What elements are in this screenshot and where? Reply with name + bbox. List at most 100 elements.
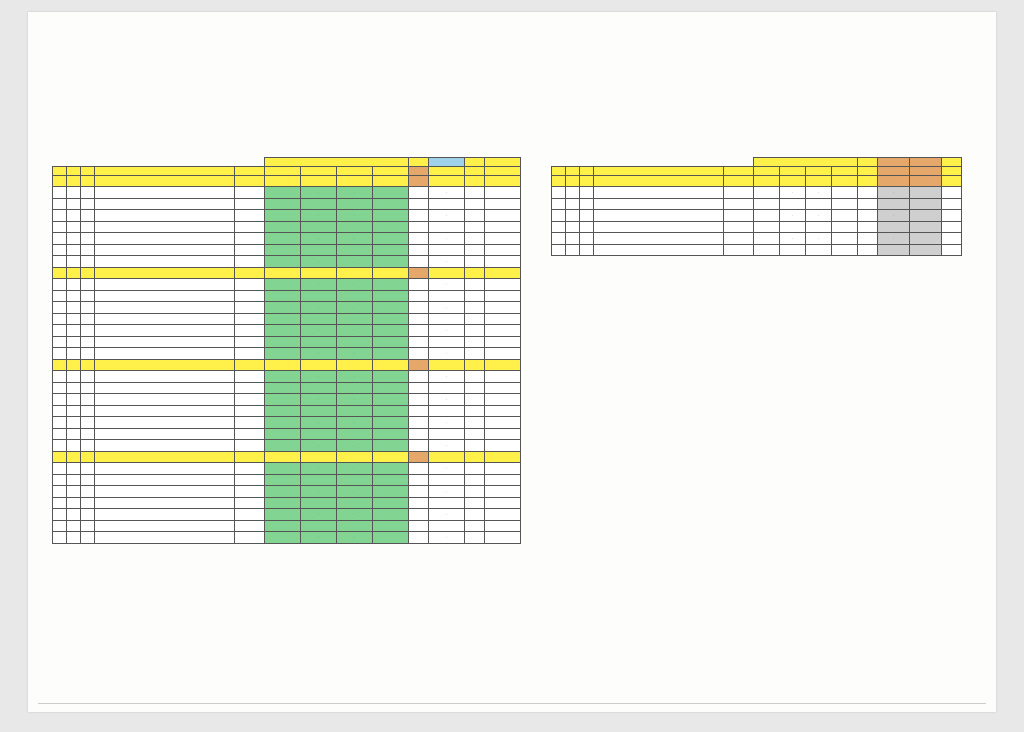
header-span [858,158,878,167]
table-cell [95,475,235,486]
table-cell [373,486,409,498]
table-cell [552,187,566,199]
table-cell [265,233,301,245]
section-header-cell [53,268,67,279]
table-cell: · [337,325,373,337]
table-row: ··· [53,417,521,429]
header-row-1 [552,158,962,167]
table-row [552,245,962,256]
table-cell [95,291,235,302]
table-cell: · [429,348,465,360]
table-cell: · [429,440,465,452]
table-cell [81,279,95,291]
table-cell [337,498,373,509]
table-cell [81,199,95,210]
table-cell [81,406,95,417]
table-cell [95,337,235,348]
table-cell [485,371,521,383]
table-cell [67,394,81,406]
table-cell [235,383,265,394]
table-cell [265,371,301,383]
table-cell [235,302,265,314]
table-cell [67,279,81,291]
table-cell [265,256,301,268]
section-header-cell [724,176,754,187]
table-cell [373,279,409,291]
table-cell [81,371,95,383]
table-row: ··· [53,463,521,475]
table-cell [301,222,337,233]
table-cell: · [337,210,373,222]
table-cell [465,199,485,210]
table-cell [337,245,373,256]
table-cell [95,383,235,394]
table-cell [265,302,301,314]
table-cell: · [301,348,337,360]
table-cell [724,233,754,245]
table-cell [53,348,67,360]
table-cell [265,429,301,440]
section-header-cell [373,360,409,371]
table-cell [580,187,594,199]
table-cell [465,279,485,291]
table-row [53,314,521,325]
table-cell [465,521,485,532]
table-cell [409,371,429,383]
header-span [754,158,858,167]
table-cell [265,348,301,360]
table-cell [485,383,521,394]
table-cell [485,429,521,440]
section-header [53,176,521,187]
section-header-cell [265,176,301,187]
table-cell [95,325,235,337]
table-cell [95,486,235,498]
table-cell [95,498,235,509]
table-cell [373,521,409,532]
section-header-cell [81,452,95,463]
table-cell [265,417,301,429]
table-cell: · [429,486,465,498]
left-table-mount: ········································… [52,157,521,544]
table-cell [67,256,81,268]
section-header-cell [780,176,806,187]
table-cell [81,486,95,498]
table-cell [373,187,409,199]
table-cell [942,233,962,245]
table-cell [832,199,858,210]
section-header-cell [465,360,485,371]
table-cell [53,440,67,452]
table-cell [485,417,521,429]
header-span [942,158,962,167]
header-span [485,158,521,167]
header-cell [373,167,409,176]
table-cell [373,314,409,325]
table-cell [373,383,409,394]
table-cell [409,279,429,291]
table-cell: · [429,509,465,521]
table-cell [754,210,780,222]
table-cell [465,314,485,325]
table-cell [580,199,594,210]
table-cell: · [337,440,373,452]
table-cell [942,199,962,210]
table-cell [235,279,265,291]
table-cell [81,532,95,544]
table-cell: · [337,371,373,383]
section-header-cell [485,176,521,187]
table-cell [409,406,429,417]
table-cell [235,417,265,429]
section-header-cell [53,176,67,187]
table-cell: · [337,256,373,268]
section-header-cell [337,452,373,463]
section-header-cell [942,176,962,187]
table-cell [301,337,337,348]
table-cell: · [429,302,465,314]
table-cell [429,314,465,325]
table-cell [594,199,724,210]
table-cell [429,199,465,210]
table-cell [81,475,95,486]
table-cell [409,210,429,222]
table-cell [858,199,878,210]
table-cell: · [429,394,465,406]
table-row: ··· [53,325,521,337]
